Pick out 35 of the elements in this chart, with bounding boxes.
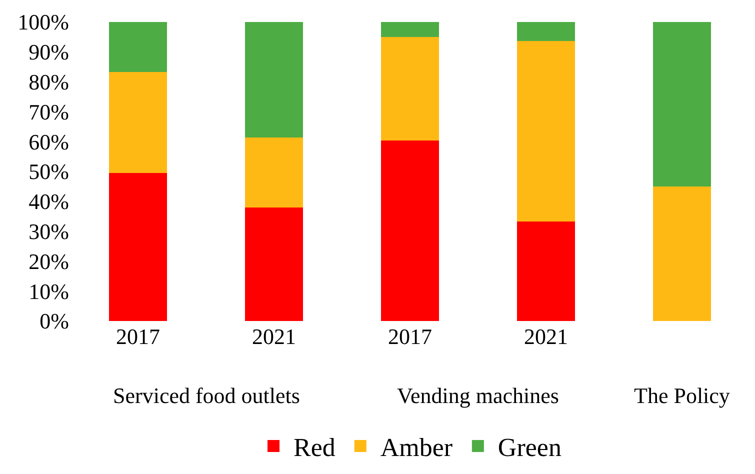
bar	[108, 172, 168, 321]
bar	[244, 138, 304, 208]
legend-label: Amber	[380, 433, 453, 462]
bar	[516, 22, 576, 42]
bar	[108, 72, 168, 173]
y-tick-label: 0%	[40, 308, 69, 334]
x-tick-label: 2021	[252, 324, 296, 349]
x-tick-label: 2017	[116, 324, 160, 349]
bar	[516, 41, 576, 222]
bar	[380, 22, 440, 37]
bar	[244, 207, 304, 321]
y-tick-label: 100%	[18, 10, 69, 35]
y-tick-label: 40%	[28, 189, 69, 214]
y-tick-label: 80%	[28, 70, 69, 94]
bar	[380, 140, 440, 321]
legend-label: Green	[498, 433, 562, 462]
y-tick-label: 20%	[28, 248, 69, 274]
bar	[652, 186, 712, 321]
text: The Policy	[634, 383, 730, 408]
text: Vending machines	[397, 383, 559, 408]
bar	[108, 22, 168, 72]
bar	[244, 22, 304, 138]
bar	[380, 36, 440, 141]
y-tick-label: 10%	[28, 278, 69, 304]
y-tick-label: 90%	[28, 40, 69, 65]
y-tick-label: 50%	[28, 159, 69, 184]
bar	[516, 222, 576, 321]
text: Serviced food outlets	[113, 383, 300, 408]
legend-label: Red	[294, 433, 336, 462]
bar	[652, 22, 712, 186]
x-tick-label: 2021	[524, 324, 568, 349]
y-tick-label: 30%	[28, 219, 69, 244]
y-tick-label: 60%	[28, 129, 69, 154]
y-tick-label: 70%	[28, 99, 69, 124]
x-tick-label: 2017	[388, 324, 432, 349]
